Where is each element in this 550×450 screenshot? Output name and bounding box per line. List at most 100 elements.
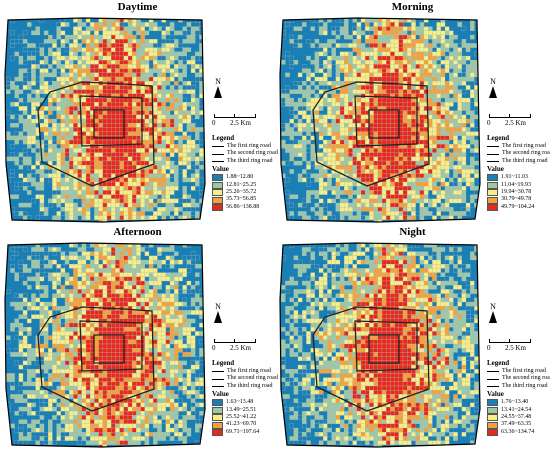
north-label: N	[215, 302, 221, 311]
north-arrow-icon: N	[486, 78, 500, 98]
grid-cells	[280, 243, 480, 447]
legend-title: Legend	[212, 359, 235, 367]
second-ring-road	[354, 95, 418, 147]
legend-road-item: The first ring road	[212, 368, 278, 375]
legend-value-item: 13.41~24.54	[487, 407, 550, 414]
road-line-icon	[487, 146, 499, 148]
color-swatch	[487, 181, 498, 189]
legend-value-item: 25.26~35.72	[212, 189, 278, 197]
color-swatch	[212, 189, 223, 197]
color-swatch	[212, 196, 223, 204]
color-swatch	[487, 174, 498, 182]
density-map	[279, 17, 481, 223]
legend-value-item: 56.86~138.88	[212, 203, 278, 212]
legend-value-item: 11.04~19.93	[487, 182, 550, 189]
road-line-icon	[212, 371, 224, 373]
second-ring-road	[354, 320, 418, 372]
scale-zero: 0	[487, 344, 491, 352]
map-panel: Daytime N 0 2.5 Km Legend The first ring road…	[0, 0, 278, 225]
scale-label: 2.5 Km	[505, 344, 526, 352]
color-swatch	[487, 189, 498, 197]
legend-value-item: 13.49~25.51	[212, 407, 278, 414]
legend-road-item: The second ring road	[487, 375, 550, 382]
color-swatch	[212, 414, 223, 422]
value-title: Value	[212, 390, 229, 399]
legend-road-item: The first ring road	[212, 143, 278, 150]
legend-value-item: 30.79~49.78	[487, 196, 550, 204]
legend-value-label: 41.23~69.70	[226, 421, 257, 428]
north-arrow-icon: N	[211, 78, 225, 98]
panel-title: Morning	[391, 1, 434, 13]
color-swatch	[212, 399, 223, 407]
legend-road-item: The third ring road	[487, 383, 550, 390]
legend-road-label: The second ring road	[227, 375, 278, 382]
third-ring-road	[37, 306, 155, 412]
legend-value-item: 12.81~25.25	[212, 182, 278, 189]
legend-value-item: 19.94~30.78	[487, 189, 550, 197]
road-line-icon	[212, 378, 224, 380]
north-label: N	[215, 77, 221, 86]
road-line-icon	[212, 146, 224, 148]
legend-value-label: 1.76~13.40	[501, 399, 529, 406]
first-ring-road	[93, 109, 125, 139]
density-map	[4, 17, 206, 223]
legend-value-label: 25.52~41.22	[226, 414, 257, 421]
north-label: N	[490, 77, 496, 86]
grid-cells	[5, 243, 205, 447]
legend-value-item: 49.79~104.24	[487, 204, 550, 212]
legend-road-label: The first ring road	[227, 368, 271, 374]
road-line-icon	[212, 153, 224, 155]
legend-value-item: 35.73~56.85	[212, 196, 278, 204]
color-swatch	[212, 181, 223, 189]
value-title: Value	[487, 165, 504, 174]
legend-value-label: 1.63~13.48	[226, 399, 254, 406]
legend-value-item: 1.63~13.48	[212, 399, 278, 407]
legend-road-item: The third ring road	[487, 158, 550, 165]
panel-title: Daytime	[117, 1, 158, 13]
legend-value-label: 25.26~35.72	[226, 189, 257, 196]
legend-value-label: 13.41~24.54	[501, 406, 532, 413]
legend-value-label: 12.81~25.25	[226, 181, 257, 188]
legend-value-label: 37.49~63.35	[501, 421, 532, 428]
legend-road-label: The second ring road	[227, 150, 278, 157]
legend-value-label: 13.49~25.51	[226, 406, 257, 413]
legend-value-label: 24.55~37.48	[501, 414, 532, 421]
legend-value-item: 1.76~13.40	[487, 399, 550, 407]
road-line-icon	[487, 161, 499, 163]
legend-title: Legend	[487, 134, 510, 142]
legend-road-item: The third ring road	[212, 383, 278, 390]
grid-cells	[280, 18, 480, 222]
legend-value-item: 37.49~63.35	[487, 421, 550, 429]
scale-label: 2.5 Km	[230, 344, 251, 352]
road-line-icon	[212, 386, 224, 388]
third-ring-road	[37, 81, 155, 187]
legend-road-label: The third ring road	[502, 382, 548, 389]
legend-value-label: 1.91~11.03	[501, 174, 529, 181]
legend-road-label: The third ring road	[227, 157, 273, 164]
grid-cells	[5, 18, 205, 222]
legend-value-label: 56.86~138.88	[226, 203, 260, 210]
legend-road-item: The second ring road	[212, 375, 278, 382]
legend-value-label: 63.36~134.74	[501, 428, 535, 435]
legend: Legend The first ring road The second ring…	[487, 134, 550, 212]
legend-road-item: The first ring road	[487, 368, 550, 375]
arrow-icon	[214, 86, 222, 98]
scale-zero: 0	[487, 119, 491, 127]
legend-value-item: 41.23~69.70	[212, 421, 278, 429]
density-map	[4, 242, 206, 448]
legend-road-label: The second ring road	[502, 375, 550, 382]
map-panel: Afternoon N 0 2.5 Km Legend The first ring ro…	[0, 225, 278, 450]
color-swatch	[487, 414, 498, 422]
road-line-icon	[212, 161, 224, 163]
legend-value-label: 1.88~12.80	[226, 174, 254, 181]
color-swatch	[487, 196, 498, 204]
color-swatch	[487, 406, 498, 414]
legend-value-label: 19.94~30.78	[501, 189, 532, 196]
city-boundary	[4, 242, 206, 448]
legend-value-item: 1.91~11.03	[487, 174, 550, 182]
legend-value-label: 69.71~197.64	[226, 428, 260, 435]
legend: Legend The first ring road The second ring…	[212, 359, 278, 437]
value-title: Value	[487, 390, 504, 399]
map-panel: Night N 0 2.5 Km Legend The first ring road Th…	[275, 225, 550, 450]
legend: Legend The first ring road The second ring…	[212, 134, 278, 212]
